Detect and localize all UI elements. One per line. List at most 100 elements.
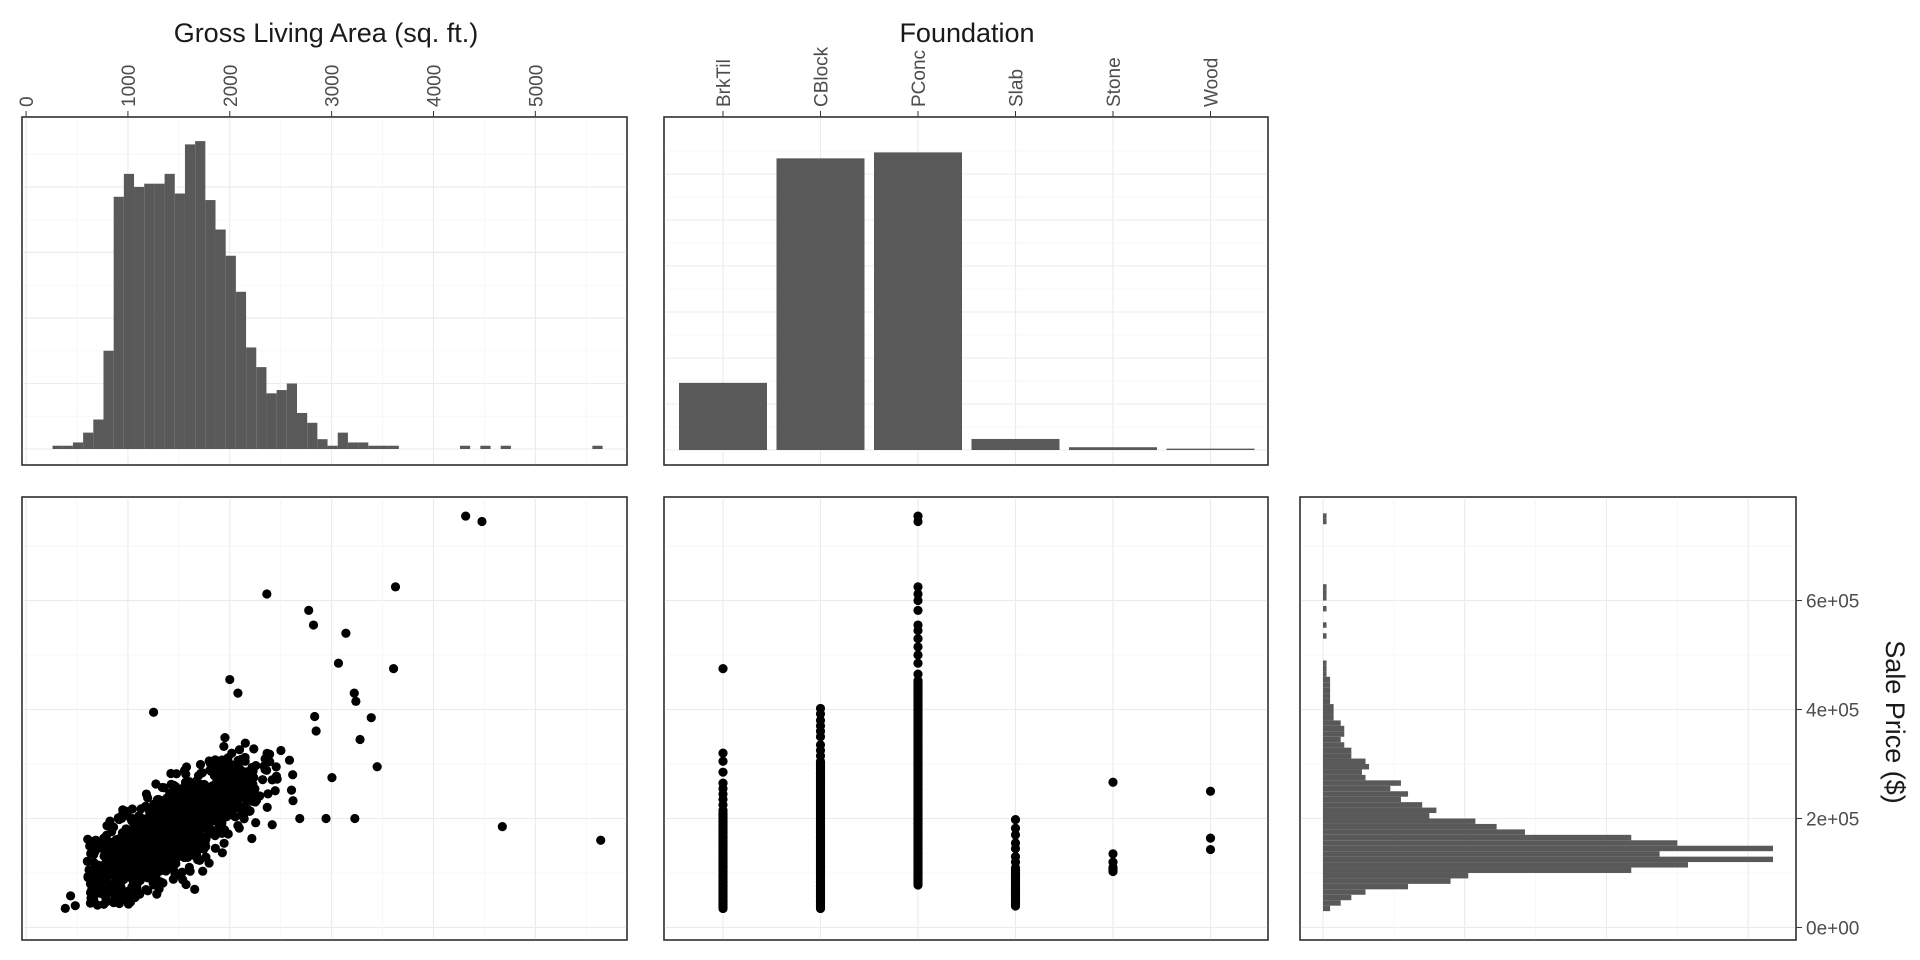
price-hist-bar <box>1323 731 1345 737</box>
gla-hist-bar <box>459 445 471 449</box>
foundation-scatter-point <box>718 664 728 674</box>
panel-price-histogram: 0e+00 2e+05 4e+05 6e+05 <box>1299 496 1859 941</box>
price-hist-tick-label: 0e+00 <box>1806 918 1859 939</box>
gla-scatter-point <box>223 829 233 839</box>
price-hist-bar <box>1323 660 1327 666</box>
gla-hist-bar <box>72 442 84 449</box>
gla-scatter-point <box>219 838 229 848</box>
foundation-scatter-background <box>663 496 1269 941</box>
gla-hist-bar <box>195 141 206 449</box>
gla-scatter-point <box>355 734 365 745</box>
price-hist-bar <box>1323 671 1327 677</box>
price-hist-bar <box>1323 753 1352 759</box>
gla-scatter-point <box>172 818 182 829</box>
gla-hist-tick-label: 2000 <box>221 65 242 107</box>
gla-scatter-point <box>98 860 109 871</box>
gla-scatter-point <box>185 866 195 876</box>
foundation-scatter-point <box>1205 833 1216 843</box>
price-hist-bar <box>1323 584 1327 590</box>
foundation-scatter-point <box>815 703 826 714</box>
gla-hist-bar <box>144 183 155 450</box>
gla-hist-bar <box>327 445 338 449</box>
price-hist-bar <box>1323 774 1366 781</box>
gla-scatter-point <box>156 829 166 839</box>
gla-scatter-point <box>310 711 320 722</box>
gla-scatter-point <box>140 844 150 854</box>
foundation-scatter-point <box>1010 852 1021 862</box>
foundation-scatter-point <box>913 634 923 644</box>
price-hist-bar <box>1323 856 1773 863</box>
gla-scatter-point <box>327 773 337 783</box>
gla-scatter-point <box>234 745 245 755</box>
foundation-scatter-point <box>913 669 923 679</box>
foundation-tick-label-stone: Stone <box>1104 57 1125 107</box>
price-hist-bar <box>1323 682 1331 688</box>
gla-scatter-point <box>123 828 133 838</box>
price-hist-bar <box>1323 693 1331 699</box>
foundation-scatter-point <box>913 511 923 521</box>
price-hist-bar <box>1323 747 1352 754</box>
foundation-scatter-point <box>1108 849 1118 859</box>
gla-hist-bar <box>134 186 145 450</box>
foundation-scatter-point <box>1010 838 1021 848</box>
gla-scatter-point <box>117 813 127 824</box>
price-hist-bar <box>1323 736 1341 743</box>
gla-scatter-point <box>179 765 190 776</box>
foundation-scatter-point <box>913 658 923 668</box>
gla-scatter-point <box>171 769 182 779</box>
price-hist-bar <box>1323 725 1345 732</box>
gla-scatter-point <box>220 788 230 798</box>
gla-scatter-point <box>372 762 382 772</box>
gla-scatter-point <box>247 762 257 773</box>
gla-scatter-point <box>233 763 243 774</box>
gla-scatter-point <box>333 658 344 668</box>
gla-hist-bar <box>317 439 328 449</box>
gla-scatter-point <box>111 875 121 885</box>
foundation-scatter-point <box>1108 777 1118 787</box>
foundation-bar-cblock <box>776 158 865 451</box>
gla-scatter-point <box>164 801 174 811</box>
gla-hist-bar <box>286 383 297 449</box>
price-hist-bar <box>1323 867 1632 873</box>
gla-scatter-point <box>233 821 243 831</box>
foundation-scatter-point <box>815 715 826 726</box>
foundation-scatter-point <box>718 767 728 777</box>
gla-scatter-point <box>183 818 193 828</box>
gla-scatter-point <box>146 837 157 847</box>
gla-scatter-point <box>206 805 216 816</box>
gla-scatter-point <box>190 791 201 802</box>
gla-scatter-point <box>65 891 76 901</box>
gla-scatter-point <box>131 848 141 858</box>
gla-scatter-point <box>200 841 210 852</box>
foundation-scatter-frame <box>663 496 1269 941</box>
gla-scatter-point <box>267 820 277 830</box>
gla-scatter-point <box>276 745 286 756</box>
price-hist-bar <box>1323 834 1632 841</box>
price-hist-bar <box>1323 780 1401 786</box>
price-hist-bar <box>1323 851 1660 857</box>
gla-scatter-point <box>190 884 200 895</box>
gla-scatter-point <box>477 516 487 527</box>
foundation-scatter-point <box>718 756 728 766</box>
gla-scatter-point <box>126 869 137 879</box>
gla-hist-bar <box>347 442 359 449</box>
gla-scatter-point <box>233 774 243 784</box>
gla-hist-bar <box>388 445 399 449</box>
price-hist-tick-label: 4e+05 <box>1806 701 1859 722</box>
gla-scatter-point <box>288 796 298 806</box>
gla-hist-bar <box>276 390 287 449</box>
gla-hist-tick-label: 4000 <box>424 65 445 107</box>
foundation-tick-label-brktil: BrkTil <box>714 59 735 107</box>
price-hist-bar <box>1323 818 1476 824</box>
foundation-scatter-point <box>913 589 923 599</box>
price-hist-bar <box>1323 758 1366 764</box>
gla-scatter-point <box>341 628 351 638</box>
gla-hist-bar <box>235 291 247 449</box>
gla-scatter-point <box>148 707 159 717</box>
gla-scatter-point <box>201 815 211 825</box>
gla-scatter-point <box>129 821 139 831</box>
gla-hist-bar <box>368 445 379 449</box>
gla-scatter-point <box>83 871 93 882</box>
price-hist-bar <box>1323 791 1409 797</box>
